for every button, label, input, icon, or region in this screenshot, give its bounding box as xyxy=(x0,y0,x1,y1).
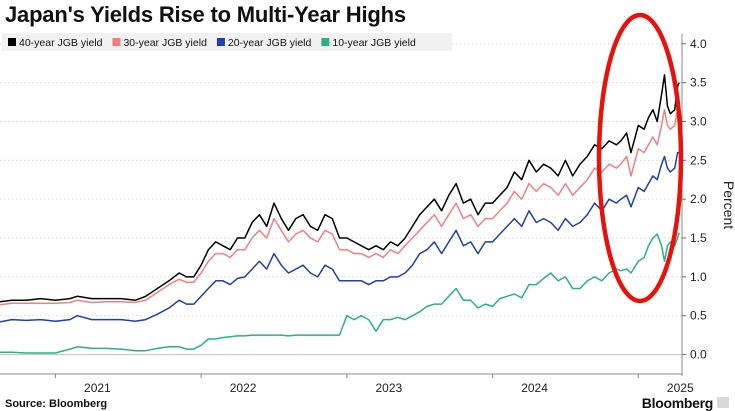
y-tick-label: 0.0 xyxy=(690,348,707,362)
y-tick-label: 1.5 xyxy=(690,231,707,245)
x-tick-label: 2024 xyxy=(521,381,548,395)
series-lines xyxy=(0,74,680,354)
legend-label: 10-year JGB yield xyxy=(332,37,416,49)
series-line xyxy=(0,109,680,306)
series-line xyxy=(0,74,680,303)
x-axis: 2021 2022 2023 2024 2025 xyxy=(0,373,694,395)
x-tick-label: 2022 xyxy=(230,381,257,395)
legend-background xyxy=(2,33,452,51)
y-tick-label: 2.5 xyxy=(690,153,707,167)
source-note: Source: Bloomberg xyxy=(5,398,108,410)
y-axis: 0.0 0.5 1.0 1.5 2.0 2.5 3.0 3.5 4.0 xyxy=(681,34,707,376)
legend-swatch xyxy=(8,38,16,46)
y-tick-label: 1.0 xyxy=(690,270,707,284)
highlight-ellipse xyxy=(596,12,684,304)
chart-title: Japan's Yields Rise to Multi-Year Highs xyxy=(5,2,406,27)
legend-label: 20-year JGB yield xyxy=(228,37,312,49)
legend-label: 30-year JGB yield xyxy=(123,37,207,49)
legend-label: 40-year JGB yield xyxy=(19,37,103,49)
y-axis-label: Percent xyxy=(721,181,735,229)
legend-swatch xyxy=(321,38,330,46)
y-tick-label: 3.5 xyxy=(690,76,707,90)
y-tick-label: 4.0 xyxy=(690,37,707,51)
series-line xyxy=(0,232,680,354)
legend: 40-year JGB yield 30-year JGB yield 20-yea… xyxy=(2,33,452,51)
x-tick-label: 2023 xyxy=(375,381,402,395)
x-tick-label: 2021 xyxy=(84,381,111,395)
series-line xyxy=(0,151,680,323)
y-tick-label: 3.0 xyxy=(690,114,707,128)
bloomberg-logo: Bloomberg xyxy=(641,395,714,411)
bloomberg-logo-icon xyxy=(717,397,729,408)
y-tick-label: 0.5 xyxy=(690,309,707,323)
x-tick-label: 2025 xyxy=(667,381,694,395)
gridlines xyxy=(0,43,682,356)
y-tick-label: 2.0 xyxy=(690,192,707,206)
legend-swatch xyxy=(216,38,225,46)
legend-swatch xyxy=(112,38,121,46)
